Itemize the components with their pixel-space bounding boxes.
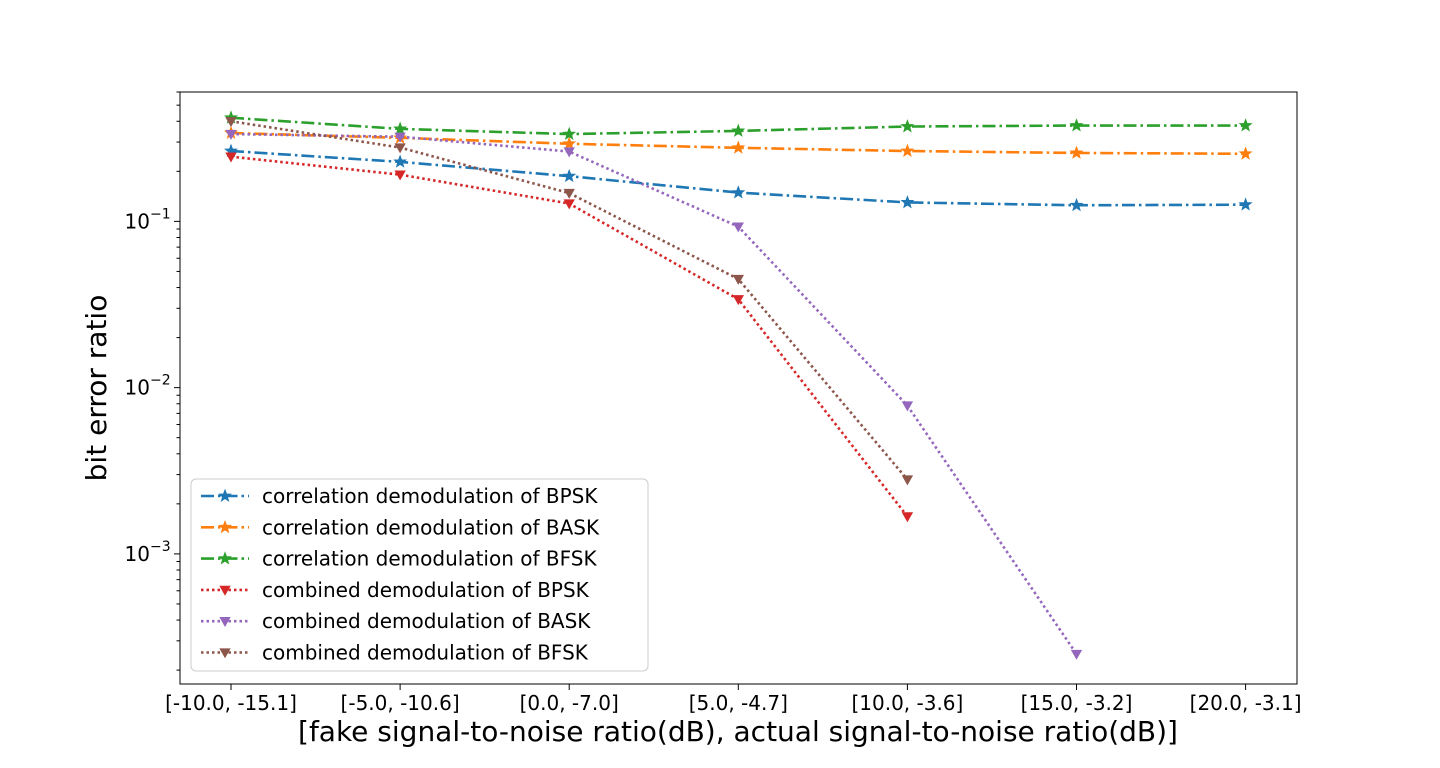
data-point xyxy=(1070,649,1083,660)
data-point xyxy=(1069,118,1084,132)
legend: correlation demodulation of BPSK correlat… xyxy=(190,478,649,672)
legend-label: combined demodulation of BPSK xyxy=(262,578,590,602)
legend-item: correlation demodulation of BPSK xyxy=(201,484,598,508)
data-point xyxy=(1069,197,1084,212)
x-axis: [-10.0, -15.1] [-5.0, -10.6] [0.0, -7.0] [5… xyxy=(165,684,1302,715)
legend-marker xyxy=(218,488,232,502)
plot-marks xyxy=(224,110,1253,660)
data-point xyxy=(393,154,408,168)
data-point xyxy=(900,143,915,157)
x-tick-label: [15.0, -3.2] xyxy=(1021,691,1133,715)
series-line xyxy=(230,132,1078,655)
legend-label: correlation demodulation of BFSK xyxy=(262,547,597,571)
data-point xyxy=(900,195,915,209)
legend-item: combined demodulation of BFSK xyxy=(201,641,589,665)
data-point xyxy=(731,123,746,137)
legend-box xyxy=(190,478,649,672)
data-point xyxy=(563,199,575,210)
data-point xyxy=(562,168,577,183)
legend-item: combined demodulation of BPSK xyxy=(201,578,590,602)
data-point xyxy=(394,170,406,181)
data-point xyxy=(563,188,575,199)
y-tick-exponent: −3 xyxy=(150,539,171,555)
data-point xyxy=(731,185,746,199)
data-point xyxy=(225,129,237,140)
series-2 xyxy=(224,110,1253,141)
legend-label: combined demodulation of BFSK xyxy=(262,641,589,665)
data-point xyxy=(1069,145,1084,159)
y-axis: 10−310−210−1 xyxy=(125,91,180,671)
data-point xyxy=(900,119,915,133)
data-point xyxy=(394,143,406,154)
legend-marker xyxy=(218,551,232,565)
legend-label: correlation demodulation of BPSK xyxy=(262,484,598,508)
legend-item: correlation demodulation of BFSK xyxy=(201,547,597,571)
x-axis-label: [fake signal-to-noise ratio(dB), actual … xyxy=(298,715,1178,748)
series-5 xyxy=(225,117,914,486)
data-point xyxy=(225,117,237,128)
y-tick-exponent: −1 xyxy=(150,206,171,222)
legend-marker xyxy=(219,648,231,659)
data-point xyxy=(393,121,408,135)
data-point xyxy=(731,140,746,154)
data-point xyxy=(732,274,744,285)
x-tick-label: [10.0, -3.6] xyxy=(851,691,963,715)
data-point xyxy=(901,475,914,486)
y-tick-label: 10 xyxy=(125,376,150,400)
series-0 xyxy=(224,143,1253,212)
data-point xyxy=(901,401,914,412)
data-point xyxy=(901,512,914,523)
series-line xyxy=(230,119,909,481)
data-point xyxy=(394,132,406,143)
legend-item: combined demodulation of BASK xyxy=(201,609,591,633)
x-tick-label: [-5.0, -10.6] xyxy=(341,691,460,715)
legend-marker xyxy=(219,617,231,628)
x-tick-label: [20.0, -3.1] xyxy=(1190,691,1302,715)
legend-label: combined demodulation of BASK xyxy=(262,609,591,633)
legend-marker xyxy=(219,585,231,596)
data-point xyxy=(562,136,577,150)
y-tick-label: 10 xyxy=(125,209,150,233)
series-3 xyxy=(225,152,914,523)
y-axis-label: bit error ratio xyxy=(80,295,113,482)
x-tick-label: [5.0, -4.7] xyxy=(689,691,788,715)
y-tick-exponent: −2 xyxy=(150,373,171,389)
data-point xyxy=(562,126,577,141)
data-point xyxy=(225,152,237,163)
y-tick-label: 10 xyxy=(125,542,150,566)
data-point xyxy=(1238,118,1253,132)
data-point xyxy=(563,147,575,158)
legend-marker xyxy=(218,519,232,534)
legend-label: correlation demodulation of BASK xyxy=(262,515,600,539)
series-4 xyxy=(225,129,1083,660)
data-point xyxy=(1238,197,1253,211)
data-point xyxy=(732,222,744,233)
data-point xyxy=(1238,146,1253,160)
legend-item: correlation demodulation of BASK xyxy=(201,515,600,539)
data-point xyxy=(732,295,744,306)
x-tick-label: [0.0, -7.0] xyxy=(520,691,619,715)
x-tick-label: [-10.0, -15.1] xyxy=(165,691,297,715)
